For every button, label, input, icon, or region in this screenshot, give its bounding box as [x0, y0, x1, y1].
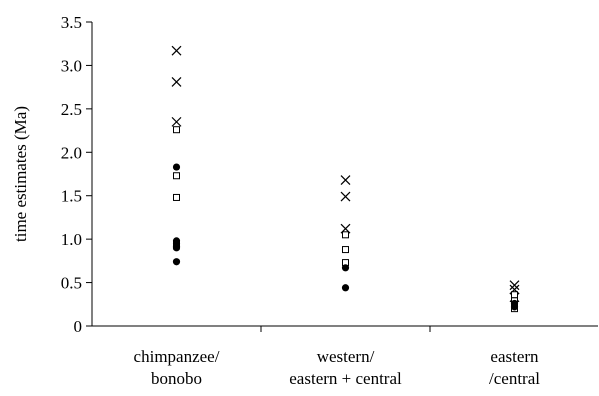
circle-marker [172, 244, 181, 252]
x-tick-label-line: eastern [490, 347, 539, 366]
x-tick-label-line: chimpanzee/ [134, 347, 220, 366]
y-tick-label: 3.5 [61, 13, 82, 32]
x-tick-label-line: /central [489, 369, 540, 388]
x-tick-label-line: eastern + central [289, 369, 402, 388]
cross-marker [171, 45, 182, 56]
cross-marker [171, 116, 182, 127]
square-marker [173, 172, 180, 180]
cross-marker [340, 191, 351, 202]
square-marker [342, 246, 349, 254]
y-tick-label: 2.5 [61, 100, 82, 119]
circle-marker [510, 303, 519, 311]
y-tick-label: 0 [74, 317, 83, 336]
cross-marker [340, 175, 351, 186]
x-tick-label-line: western/ [317, 347, 375, 366]
square-marker [511, 291, 518, 299]
x-tick-label: western/eastern + central [289, 347, 402, 388]
square-marker [173, 193, 180, 201]
x-tick-label-line: bonobo [151, 369, 202, 388]
circle-marker [172, 258, 181, 266]
cross-stroke [340, 191, 351, 202]
x-tick-label: chimpanzee/bonobo [134, 347, 220, 388]
square-marker [342, 231, 349, 239]
cross-stroke [509, 280, 520, 291]
cross-stroke [171, 116, 182, 127]
y-tick-label: 2.0 [61, 143, 82, 162]
circle-marker [341, 264, 350, 272]
square-marker [173, 126, 180, 134]
circle-marker [172, 163, 181, 171]
y-axis-label: time estimates (Ma) [11, 106, 30, 242]
cross-stroke [171, 77, 182, 87]
cross-marker [171, 77, 182, 87]
y-tick-label: 0.5 [61, 274, 82, 293]
x-tick-label: eastern/central [489, 347, 540, 388]
cross-stroke [340, 175, 351, 186]
circle-marker [341, 284, 350, 292]
y-tick-label: 1.0 [61, 230, 82, 249]
y-tick-label: 3.0 [61, 56, 82, 75]
cross-marker [509, 280, 520, 291]
cross-stroke [171, 45, 182, 56]
y-tick-label: 1.5 [61, 187, 82, 206]
